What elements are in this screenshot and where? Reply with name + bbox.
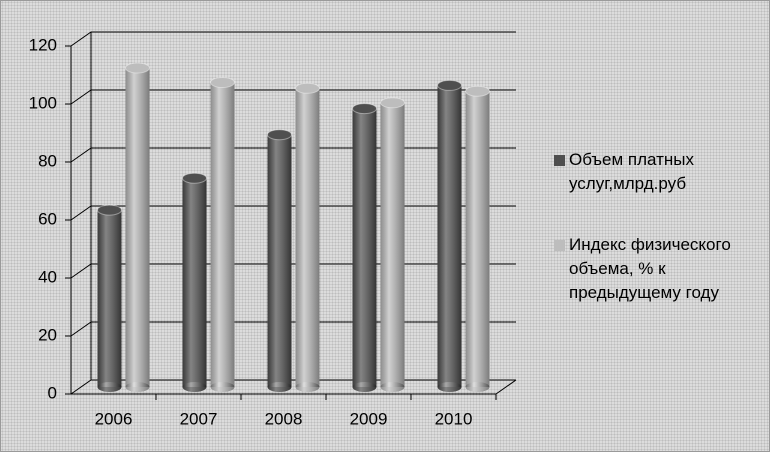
x-tick-label: 2010	[435, 409, 473, 428]
bar-shade	[380, 102, 405, 388]
bar	[465, 85, 490, 392]
bar-shade	[182, 178, 207, 387]
bar-top	[465, 85, 490, 97]
legend-label: Объем платных услуг,млрд.руб	[569, 150, 694, 193]
bar	[125, 62, 150, 392]
bar-top	[182, 172, 207, 184]
bar-top	[97, 204, 122, 216]
y-tick-label: 0	[48, 383, 57, 402]
bar-shade	[465, 91, 490, 387]
legend-label: Индекс физического объема, % к предыдуще…	[569, 235, 731, 302]
bar	[182, 172, 207, 392]
bar-shade-bottom	[267, 382, 292, 392]
legend-swatch	[554, 155, 565, 166]
bar-top	[267, 129, 292, 141]
y-tick-label: 80	[38, 151, 57, 170]
bar-shade	[125, 68, 150, 387]
floor-right	[495, 379, 517, 395]
bar-shade-bottom	[125, 382, 150, 392]
x-tick-label: 2009	[350, 409, 388, 428]
y-tick-label: 100	[29, 93, 57, 112]
bar-shade	[295, 88, 320, 388]
bar-top	[295, 82, 320, 94]
bar	[380, 97, 405, 392]
bar-shade	[267, 134, 292, 387]
bar-top	[210, 77, 235, 88]
bar-shade	[210, 82, 235, 387]
bar-shade	[97, 210, 122, 387]
bars	[97, 62, 490, 392]
legend-swatch	[554, 240, 565, 251]
bar-top	[437, 79, 462, 91]
bar	[210, 77, 235, 392]
bar-shade	[352, 108, 377, 387]
bar	[295, 82, 320, 392]
x-tick-label: 2008	[265, 409, 303, 428]
bar	[437, 79, 462, 392]
bar-shade-bottom	[437, 382, 462, 392]
y-tick-label: 20	[38, 325, 57, 344]
bar-top	[125, 62, 150, 74]
bar-shade-bottom	[97, 382, 122, 392]
grid-line	[70, 31, 516, 47]
y-tick-label: 60	[38, 209, 57, 228]
y-tick-label: 40	[38, 267, 57, 286]
bar-top	[352, 103, 377, 115]
bar-shade-bottom	[465, 382, 490, 392]
bar-shade-bottom	[352, 382, 377, 392]
grid-line	[70, 89, 516, 105]
bar	[267, 129, 292, 392]
bar-shade-bottom	[380, 382, 405, 392]
x-tick-label: 2006	[95, 409, 133, 428]
bar-top	[380, 97, 405, 109]
bar-shade-bottom	[295, 382, 320, 392]
x-tick-label: 2007	[180, 409, 218, 428]
axes: 0 20 40 60 80 100 120 2006 2007 2008 2009 2010	[29, 31, 517, 428]
bar-shade-bottom	[210, 382, 235, 392]
y-tick-label: 120	[29, 35, 57, 54]
bar	[97, 204, 122, 392]
bar	[352, 103, 377, 392]
bar-shade-bottom	[182, 382, 207, 392]
bar-shade	[437, 85, 462, 388]
